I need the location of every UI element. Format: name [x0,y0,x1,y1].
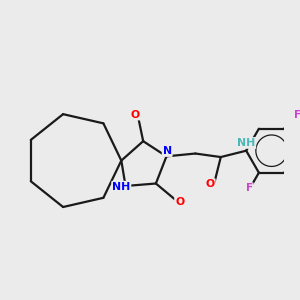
Text: NH: NH [112,182,130,192]
Text: O: O [206,179,215,189]
Text: O: O [175,196,184,206]
Text: O: O [130,110,140,120]
Text: N: N [163,146,172,156]
Text: F: F [294,110,300,120]
Text: F: F [246,183,253,193]
Text: NH: NH [237,138,255,148]
